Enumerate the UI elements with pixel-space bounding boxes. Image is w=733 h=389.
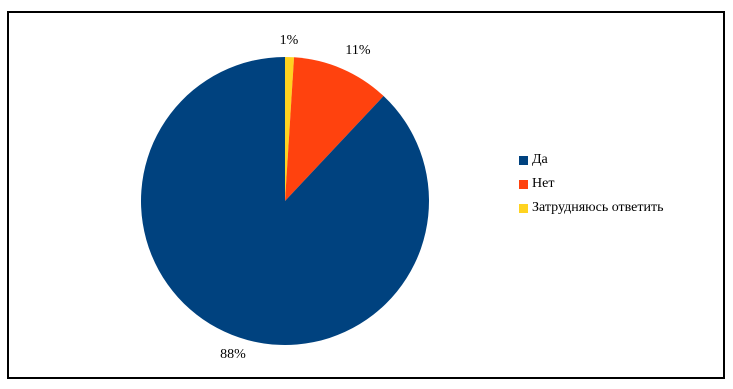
pie-slice-2 — [285, 57, 384, 202]
legend-item-3: Затрудняюсь ответить — [519, 198, 664, 218]
legend-swatch — [519, 155, 528, 165]
data-label-2: 11% — [345, 43, 370, 58]
data-label-1: 88% — [220, 347, 246, 362]
legend-item-2: Нет — [519, 174, 664, 194]
pie-slice-1 — [141, 57, 430, 345]
legend-swatch — [519, 203, 528, 213]
data-label-3: 1% — [280, 33, 299, 48]
legend-label: Да — [532, 152, 548, 167]
legend-label: Нет — [532, 176, 555, 191]
legend-label: Затрудняюсь ответить — [532, 200, 664, 215]
legend-item-1: Да — [519, 150, 664, 170]
legend-swatch — [519, 179, 528, 189]
pie-labels: 1% 11% 88% — [220, 33, 371, 362]
pie-slices — [141, 57, 430, 345]
chart-legend: Да Нет Затрудняюсь ответить — [519, 150, 664, 218]
pie-slice-3 — [285, 57, 295, 201]
